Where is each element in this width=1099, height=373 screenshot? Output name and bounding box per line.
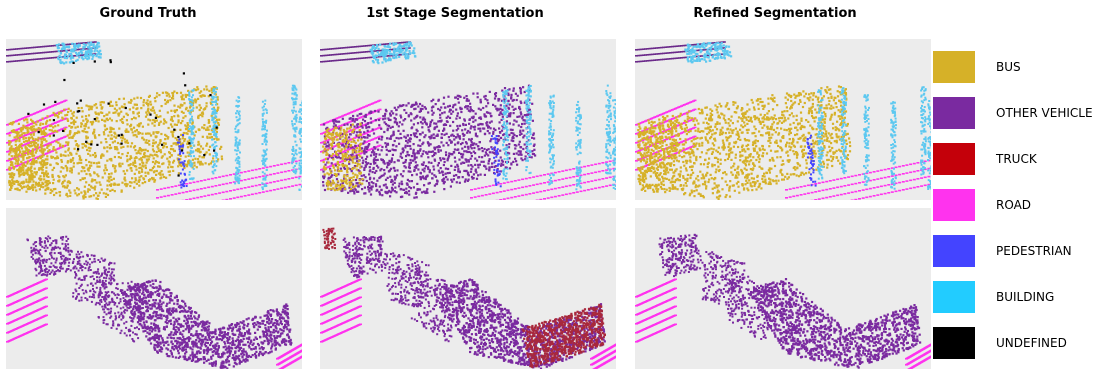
legend-swatch-undefined (933, 327, 975, 359)
legend-item-truck: TRUCK (933, 143, 1099, 175)
column-title-ground-truth: Ground Truth (99, 6, 197, 21)
legend-swatch-other-vehicle (933, 97, 975, 129)
legend-label-other-vehicle: OTHER VEHICLE (996, 106, 1093, 120)
legend-item-bus: BUS (933, 51, 1099, 83)
legend-item-undefined: UNDEFINED (933, 327, 1099, 359)
legend-swatch-truck (933, 143, 975, 175)
legend-item-pedestrian: PEDESTRIAN (933, 235, 1099, 267)
column-title-first-stage: 1st Stage Segmentation (366, 6, 544, 21)
panel-refined-bus (635, 39, 931, 200)
point-cloud-ground-truth-bus (6, 41, 302, 200)
panel-ground-truth-vehicle (6, 208, 302, 369)
panel-first-stage-bus (320, 39, 616, 200)
legend-swatch-bus (933, 51, 975, 83)
legend-item-road: ROAD (933, 189, 1099, 221)
legend-label-bus: BUS (996, 60, 1021, 74)
legend-swatch-road (933, 189, 975, 221)
legend-label-truck: TRUCK (996, 152, 1037, 166)
point-cloud-refined-bus (635, 41, 931, 200)
panel-ground-truth-bus (6, 39, 302, 200)
panel-refined-vehicle (635, 208, 931, 369)
legend-label-building: BUILDING (996, 290, 1055, 304)
panel-first-stage-vehicle (320, 208, 616, 369)
legend-item-building: BUILDING (933, 281, 1099, 313)
legend-label-pedestrian: PEDESTRIAN (996, 244, 1072, 258)
legend-swatch-building (933, 281, 975, 313)
point-cloud-first-stage-vehicle (320, 227, 616, 369)
column-title-refined: Refined Segmentation (693, 6, 857, 21)
legend-item-other-vehicle: OTHER VEHICLE (933, 97, 1099, 129)
point-cloud-refined-vehicle (635, 233, 931, 369)
legend-swatch-pedestrian (933, 235, 975, 267)
point-cloud-first-stage-bus (320, 41, 616, 200)
legend-label-undefined: UNDEFINED (996, 336, 1067, 350)
legend-label-road: ROAD (996, 198, 1032, 212)
point-cloud-ground-truth-vehicle (6, 235, 302, 369)
